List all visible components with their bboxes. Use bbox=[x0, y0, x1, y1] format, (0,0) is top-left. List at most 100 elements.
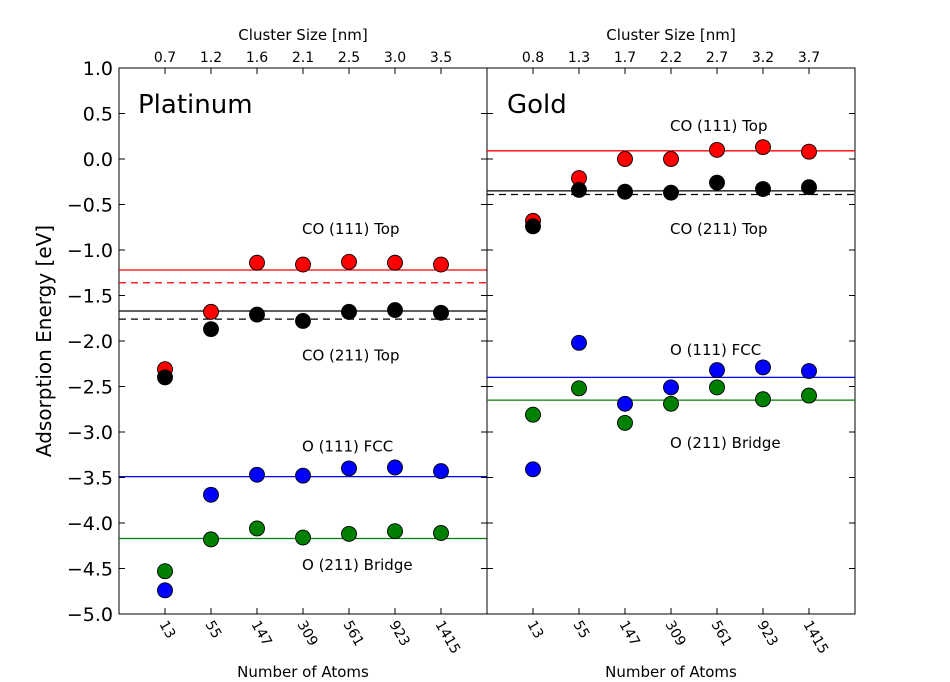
top-tick-label-platinum: 1.6 bbox=[246, 50, 268, 66]
y-tick-label: −4.0 bbox=[67, 513, 113, 535]
data-point-co211-platinum bbox=[249, 306, 265, 323]
y-tick-label: −2.5 bbox=[67, 377, 113, 399]
y-tick-label: −1.0 bbox=[67, 240, 113, 262]
data-point-co111-platinum bbox=[203, 303, 219, 320]
data-point-o111-platinum bbox=[433, 463, 449, 480]
y-tick-label: −3.5 bbox=[67, 468, 113, 490]
top-tick-label-gold: 0.8 bbox=[522, 50, 544, 66]
data-point-co211-gold bbox=[663, 184, 679, 201]
data-point-co211-platinum bbox=[433, 304, 449, 321]
data-point-co111-platinum bbox=[387, 254, 403, 271]
annotation-gold: CO (111) Top bbox=[670, 117, 767, 135]
x-tick-label-gold: 1415 bbox=[800, 618, 832, 657]
data-point-co211-gold bbox=[801, 179, 817, 196]
data-point-o211-gold bbox=[663, 395, 679, 412]
panel-title-platinum: Platinum bbox=[138, 90, 253, 120]
data-point-co111-gold bbox=[801, 143, 817, 160]
data-point-o211-platinum bbox=[387, 523, 403, 540]
data-point-co111-platinum bbox=[341, 253, 357, 270]
data-point-o111-gold bbox=[525, 461, 541, 478]
y-tick-label: −1.5 bbox=[67, 286, 113, 308]
data-point-o211-platinum bbox=[157, 563, 173, 580]
x-tick-label-platinum: 309 bbox=[294, 618, 321, 649]
annotation-platinum: CO (211) Top bbox=[302, 347, 399, 365]
annotation-gold: O (111) FCC bbox=[670, 341, 761, 359]
x-tick-label-platinum: 13 bbox=[156, 618, 179, 641]
x-tick-label-platinum: 55 bbox=[202, 618, 225, 641]
right-panel: Gold Cluster Size [nm] Number of Atoms bbox=[507, 26, 737, 681]
annotation-gold: CO (211) Top bbox=[670, 220, 767, 238]
y-axis-label: Adsorption Energy [eV] bbox=[32, 225, 56, 457]
data-point-co111-gold bbox=[709, 141, 725, 158]
data-point-o111-platinum bbox=[295, 467, 311, 484]
data-point-o111-platinum bbox=[203, 486, 219, 503]
data-point-co211-platinum bbox=[295, 313, 311, 329]
top-tick-label-platinum: 3.0 bbox=[384, 50, 406, 66]
y-tick-label: −0.5 bbox=[67, 195, 113, 217]
left-panel: Platinum Cluster Size [nm] Number of Ato… bbox=[138, 26, 369, 681]
top-tick-label-platinum: 2.5 bbox=[338, 50, 360, 66]
y-tick-label: −2.0 bbox=[67, 331, 113, 353]
data-point-o211-platinum bbox=[249, 520, 265, 537]
x-tick-label-gold: 923 bbox=[754, 618, 781, 649]
annotation-platinum: CO (111) Top bbox=[302, 220, 399, 238]
y-tick-label: 0.5 bbox=[83, 104, 113, 126]
data-point-co211-gold bbox=[617, 183, 633, 200]
y-tick-label: −3.0 bbox=[67, 422, 113, 444]
top-tick-label-platinum: 1.2 bbox=[200, 50, 222, 66]
data-point-o211-platinum bbox=[295, 529, 311, 546]
data-point-co211-platinum bbox=[203, 321, 219, 338]
top-xlabel-gold: Cluster Size [nm] bbox=[606, 26, 735, 44]
x-tick-label-platinum: 147 bbox=[248, 618, 275, 649]
data-point-o211-gold bbox=[755, 391, 771, 408]
top-xlabel-platinum: Cluster Size [nm] bbox=[238, 26, 367, 44]
data-point-o111-gold bbox=[755, 359, 771, 376]
x-tick-label-platinum: 1415 bbox=[432, 618, 464, 657]
y-tick-label: 1.0 bbox=[83, 58, 113, 80]
data-point-o211-gold bbox=[709, 379, 725, 396]
x-tick-label-gold: 309 bbox=[662, 618, 689, 649]
data-point-co211-gold bbox=[709, 174, 725, 191]
data-point-o111-platinum bbox=[341, 460, 357, 477]
x-tick-label-gold: 147 bbox=[616, 618, 643, 649]
data-point-o211-platinum bbox=[203, 531, 219, 548]
data-point-co211-platinum bbox=[341, 303, 357, 320]
y-tick-label: −5.0 bbox=[67, 604, 113, 626]
top-tick-label-platinum: 0.7 bbox=[154, 50, 176, 66]
data-point-o111-platinum bbox=[249, 466, 265, 483]
annotation-platinum: O (211) Bridge bbox=[302, 556, 413, 574]
data-point-co111-platinum bbox=[295, 256, 311, 273]
chart-marks: 13 0.7 55 1.2 147 1.6 309 2.1 561 2.5 923 3.0 1415 3.… bbox=[67, 50, 856, 657]
data-point-co111-gold bbox=[755, 139, 771, 156]
xlabel-platinum: Number of Atoms bbox=[237, 663, 369, 681]
top-tick-label-gold: 2.7 bbox=[706, 50, 728, 66]
x-tick-label-gold: 13 bbox=[524, 618, 547, 641]
x-tick-label-gold: 55 bbox=[570, 618, 593, 641]
data-point-o111-platinum bbox=[157, 582, 173, 599]
data-point-co211-platinum bbox=[157, 369, 173, 386]
data-point-o111-gold bbox=[801, 363, 817, 379]
top-tick-label-platinum: 2.1 bbox=[292, 50, 314, 66]
top-tick-label-gold: 1.3 bbox=[568, 50, 590, 66]
annotation-platinum: O (111) FCC bbox=[302, 438, 393, 456]
data-point-o111-gold bbox=[663, 379, 679, 396]
data-point-o211-platinum bbox=[433, 525, 449, 541]
top-tick-label-gold: 2.2 bbox=[660, 50, 682, 66]
top-tick-label-platinum: 3.5 bbox=[430, 50, 452, 66]
data-point-o211-gold bbox=[617, 414, 633, 431]
data-point-co211-gold bbox=[525, 218, 541, 235]
data-point-o111-gold bbox=[709, 362, 725, 379]
x-tick-label-platinum: 923 bbox=[386, 618, 413, 649]
data-point-o211-platinum bbox=[341, 525, 357, 542]
data-point-co111-gold bbox=[663, 151, 679, 167]
x-tick-label-platinum: 561 bbox=[340, 618, 367, 649]
top-tick-label-gold: 3.2 bbox=[752, 50, 774, 66]
data-point-co111-gold bbox=[617, 151, 633, 167]
top-tick-label-gold: 3.7 bbox=[798, 50, 820, 66]
data-point-o211-gold bbox=[801, 387, 817, 404]
data-point-o111-gold bbox=[617, 395, 633, 412]
data-point-o211-gold bbox=[525, 406, 541, 423]
data-point-o111-gold bbox=[571, 334, 587, 351]
panel-title-gold: Gold bbox=[507, 90, 567, 120]
xlabel-gold: Number of Atoms bbox=[605, 663, 737, 681]
